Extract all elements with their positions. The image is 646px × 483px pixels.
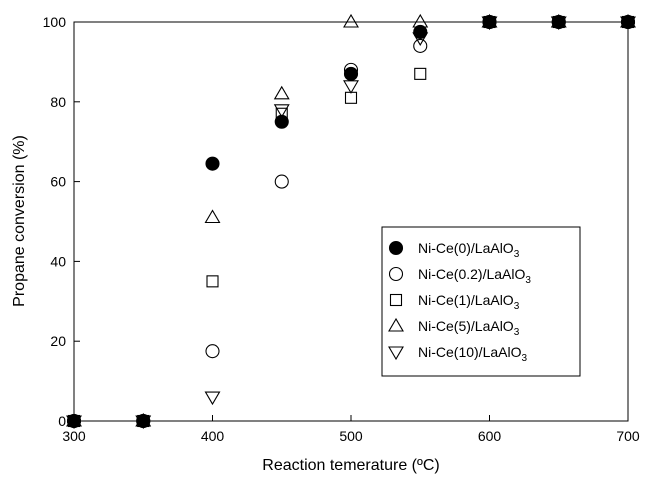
series-4-point — [204, 391, 221, 406]
legend-label-text: Ni-Ce(0.2)/LaAlO — [418, 266, 525, 282]
legend-label-subscript: 3 — [521, 353, 527, 364]
legend-label-text: Ni-Ce(10)/LaAlO — [418, 344, 522, 360]
legend-label-1: Ni-Ce(0.2)/LaAlO3 — [418, 266, 531, 286]
x-tick-label: 700 — [616, 428, 640, 444]
series-3-point — [66, 412, 82, 427]
series-2-point — [275, 107, 288, 120]
series-4-point — [273, 104, 290, 118]
series-0-point — [205, 156, 220, 171]
data-marks — [66, 13, 636, 430]
legend-marker-1 — [388, 266, 404, 282]
series-4-point — [481, 16, 498, 31]
y-tick-label: 80 — [50, 94, 66, 110]
legend-label-0: Ni-Ce(0)/LaAlO3 — [418, 240, 520, 260]
series-2-point — [344, 91, 358, 104]
legend-label-4: Ni-Ce(10)/LaAlO3 — [418, 344, 527, 364]
series-3-point — [343, 13, 359, 28]
legend-marker-4 — [388, 346, 404, 361]
y-tick-label: 40 — [50, 253, 66, 269]
series-4-point — [550, 16, 567, 31]
legend-marker-0 — [388, 240, 404, 256]
legend-label-2: Ni-Ce(1)/LaAlO3 — [418, 292, 520, 312]
legend-label-text: Ni-Ce(0)/LaAlO — [418, 240, 514, 256]
series-4-point — [412, 32, 429, 47]
y-tick-label: 20 — [50, 333, 66, 349]
legend-box — [381, 226, 581, 377]
series-3-point — [481, 13, 498, 28]
legend-label-text: Ni-Ce(1)/LaAlO — [418, 292, 514, 308]
x-tick-label: 600 — [478, 428, 502, 444]
series-3-point — [620, 13, 636, 28]
x-tick-label: 400 — [201, 428, 225, 444]
x-axis-title: Reaction temerature (ºC) — [262, 457, 439, 474]
y-tick-label: 60 — [50, 174, 66, 190]
series-1-point — [413, 38, 428, 53]
y-tick-label: 100 — [43, 14, 67, 30]
y-axis-title: Propane conversion (%) — [11, 135, 28, 307]
series-3-point — [204, 209, 221, 224]
series-0-point — [274, 114, 289, 129]
legend-label-subscript: 3 — [514, 249, 520, 260]
legend-label-text: Ni-Ce(5)/LaAlO — [418, 318, 514, 334]
legend-label-3: Ni-Ce(5)/LaAlO3 — [418, 318, 520, 338]
legend-label-subscript: 3 — [525, 275, 531, 286]
legend-marker-3 — [388, 317, 404, 332]
series-1-point — [343, 62, 359, 77]
series-3-point — [550, 13, 567, 28]
legend-marker-2 — [389, 293, 403, 307]
x-tick-label: 500 — [339, 428, 363, 444]
y-tick-label: 0 — [58, 413, 66, 429]
series-0-point — [413, 24, 428, 40]
series-2-point — [206, 275, 219, 288]
series-3-point — [135, 412, 152, 427]
series-4-point — [66, 415, 82, 430]
series-4-point — [135, 415, 152, 430]
series-4-point — [620, 16, 636, 31]
x-tick-label: 300 — [62, 428, 86, 444]
series-1-point — [274, 174, 289, 189]
series-4-point — [343, 80, 359, 94]
series-3-point — [412, 13, 429, 28]
series-3-point — [273, 85, 290, 100]
legend: Ni-Ce(0)/LaAlO3Ni-Ce(0.2)/LaAlO3Ni-Ce(1)… — [381, 226, 581, 377]
legend-label-subscript: 3 — [514, 301, 520, 312]
axis-ticks: 300 400 500 600 700 0 20 40 60 80 100 — [43, 14, 640, 444]
legend-label-subscript: 3 — [514, 327, 520, 338]
series-2-point — [414, 67, 427, 80]
series-1-point — [205, 344, 220, 359]
